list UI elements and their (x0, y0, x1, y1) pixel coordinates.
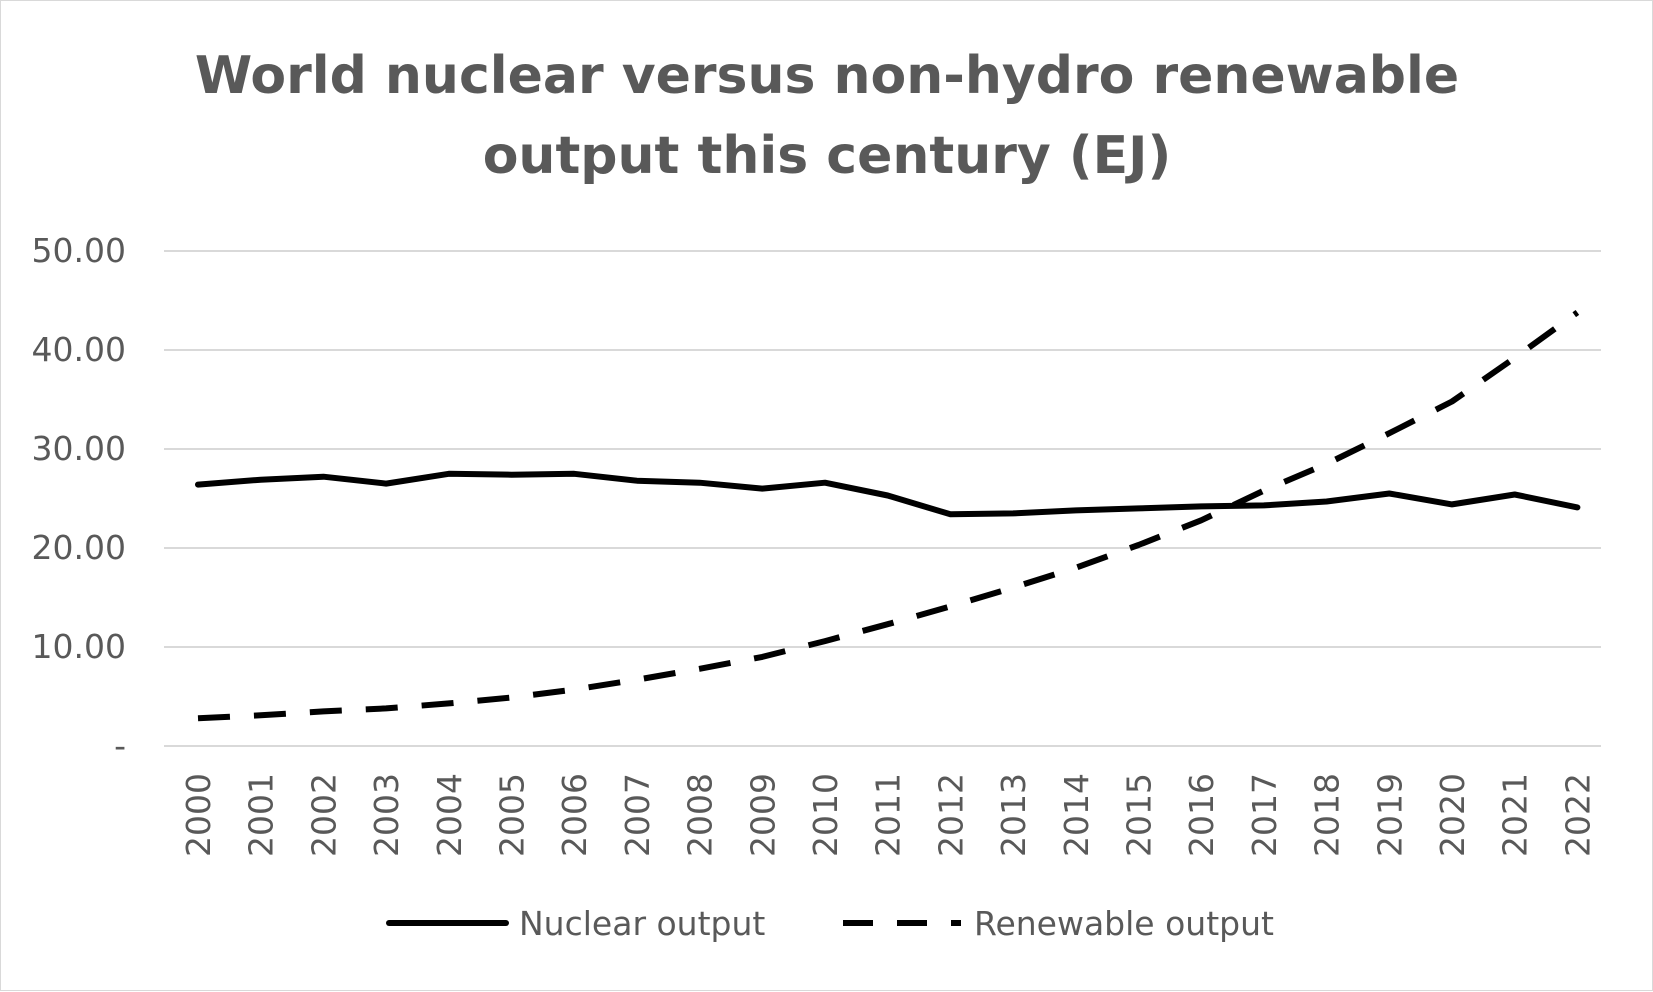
data-point (761, 656, 763, 658)
data-point (1012, 512, 1014, 514)
x-tick-label: 2012 (931, 773, 970, 857)
x-tick-label: 2001 (242, 773, 281, 857)
y-axis-tick-labels: - 10.00 20.00 30.00 40.00 50.00 (32, 231, 126, 765)
data-point (260, 479, 262, 481)
x-tick-label: 2010 (806, 773, 845, 857)
x-axis-tick-labels: 2000 2001 2002 2003 2004 2005 2006 2007 2008 2009… (179, 773, 1597, 857)
y-tick-label: 30.00 (32, 429, 126, 468)
data-point (1200, 519, 1202, 521)
legend-label: Nuclear output (519, 904, 765, 943)
data-point (1326, 500, 1328, 502)
data-point (1388, 432, 1390, 434)
data-point (824, 640, 826, 642)
data-point (1138, 544, 1140, 546)
legend-label: Renewable output (974, 904, 1274, 943)
data-point (1200, 505, 1202, 507)
data-point (1514, 494, 1516, 496)
x-tick-label: 2018 (1308, 773, 1347, 857)
gridlines (164, 250, 1601, 747)
data-point (1075, 567, 1077, 569)
x-tick-label: 2016 (1182, 773, 1221, 857)
data-point (385, 707, 387, 709)
x-tick-label: 2011 (869, 773, 908, 857)
x-tick-label: 2009 (743, 773, 782, 857)
data-point (511, 696, 513, 698)
data-point (636, 679, 638, 681)
y-tick-label: 10.00 (32, 627, 126, 666)
x-tick-label: 2003 (367, 773, 406, 857)
series-line-nuclear-output (195, 470, 1581, 518)
x-tick-label: 2008 (681, 773, 720, 857)
x-tick-label: 2000 (179, 773, 218, 857)
data-point (385, 483, 387, 485)
y-tick-label: - (114, 726, 126, 765)
series-lines (195, 309, 1581, 722)
data-point (887, 495, 889, 497)
x-tick-label: 2021 (1496, 773, 1535, 857)
y-tick-label: 50.00 (32, 231, 126, 270)
data-point (699, 668, 701, 670)
x-tick-label: 2014 (1057, 773, 1096, 857)
x-tick-label: 2002 (304, 773, 343, 857)
x-tick-label: 2019 (1370, 773, 1409, 857)
data-point (824, 482, 826, 484)
data-point (322, 710, 324, 712)
data-point (1576, 311, 1578, 313)
data-point (511, 474, 513, 476)
data-point (260, 714, 262, 716)
data-point (1263, 490, 1265, 492)
data-point (1326, 463, 1328, 465)
chart-title-line-1: World nuclear versus non-hydro renewable (195, 46, 1459, 106)
legend: Nuclear output Renewable output (386, 904, 1274, 943)
data-point (1263, 504, 1265, 506)
x-tick-label: 2022 (1558, 773, 1597, 857)
data-point (1012, 587, 1014, 589)
data-point (448, 473, 450, 475)
data-point (949, 513, 951, 515)
x-tick-label: 2006 (555, 773, 594, 857)
data-point (636, 480, 638, 482)
x-tick-label: 2020 (1433, 773, 1472, 857)
data-point (448, 702, 450, 704)
x-tick-label: 2007 (618, 773, 657, 857)
data-point (1451, 503, 1453, 505)
data-point (197, 717, 199, 719)
x-tick-label: 2005 (493, 773, 532, 857)
x-tick-label: 2017 (1245, 773, 1284, 857)
x-tick-label: 2004 (430, 773, 469, 857)
data-point (1138, 507, 1140, 509)
data-point (1514, 357, 1516, 359)
y-tick-label: 20.00 (32, 528, 126, 567)
data-point (197, 484, 199, 486)
y-tick-label: 40.00 (32, 330, 126, 369)
data-point (1388, 493, 1390, 495)
data-point (761, 488, 763, 490)
x-tick-label: 2015 (1120, 773, 1159, 857)
data-point (322, 476, 324, 478)
data-point (1576, 506, 1578, 508)
chart-title-line-2: output this century (EJ) (483, 126, 1172, 186)
data-point (949, 605, 951, 607)
data-point (1451, 400, 1453, 402)
series-line-renewable-output (197, 309, 1580, 722)
data-point (699, 482, 701, 484)
data-point (887, 623, 889, 625)
data-point (1075, 509, 1077, 511)
data-point (573, 689, 575, 691)
x-tick-label: 2013 (994, 773, 1033, 857)
data-point (573, 473, 575, 475)
